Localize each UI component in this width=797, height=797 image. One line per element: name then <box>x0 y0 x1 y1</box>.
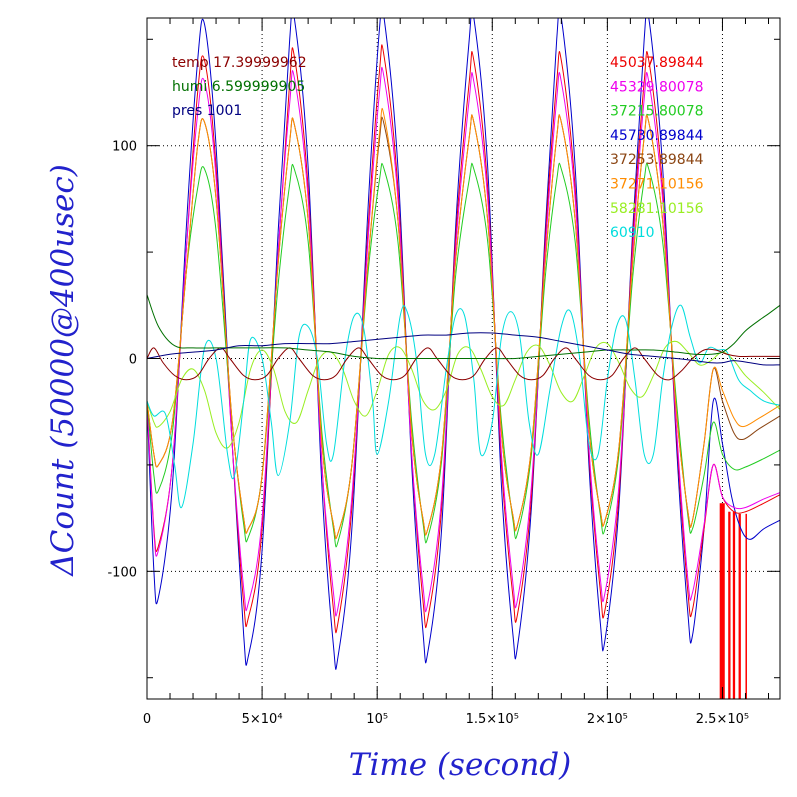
series-line <box>147 304 780 508</box>
legend: temp 17.39999962 humi 6.599999905 pres 100… <box>172 55 704 241</box>
legend-right-entry: 37215.80078 <box>610 104 704 120</box>
x-tick-label: 1.5×10⁵ <box>466 712 519 727</box>
series-line <box>147 18 780 670</box>
tick-labels: 0 5×10⁴ 10⁵ 1.5×10⁵ 2×10⁵ 2.5×10⁵ -100 0 100 <box>107 140 749 727</box>
x-tick-label: 2×10⁵ <box>587 712 628 727</box>
series-line <box>147 347 780 381</box>
red-bar <box>745 513 747 699</box>
series-line <box>147 107 780 540</box>
ticks <box>146 18 780 699</box>
series-line <box>147 294 780 360</box>
legend-left-entry: temp 17.39999962 <box>172 55 307 71</box>
red-bar <box>719 503 725 699</box>
series-line <box>147 162 780 548</box>
y-tick-label: -100 <box>107 565 137 580</box>
legend-right-entry: 37253.89844 <box>610 152 704 168</box>
legend-right-entry: 37271.10156 <box>610 177 704 193</box>
legend-left-entry: pres 1001 <box>172 103 242 119</box>
red-bar <box>728 511 731 699</box>
red-bar <box>738 513 741 699</box>
x-tick-label: 0 <box>143 712 151 727</box>
legend-right-entry: 58281.10156 <box>610 201 704 217</box>
series-line <box>147 340 780 449</box>
legend-left-entry: humi 6.599999905 <box>172 79 305 95</box>
series <box>147 18 780 670</box>
y-tick-label: 100 <box>112 140 137 155</box>
x-axis-title: Time (second) <box>349 747 571 783</box>
y-tick-label: 0 <box>129 353 137 368</box>
bars <box>719 503 747 699</box>
x-tick-label: 2.5×10⁵ <box>696 712 749 727</box>
x-tick-label: 10⁵ <box>366 712 388 727</box>
legend-right-entry: 45037.89844 <box>610 55 704 71</box>
x-tick-label: 5×10⁴ <box>242 712 283 727</box>
red-bar <box>732 511 736 699</box>
y-axis-title: ΔCount (50000@400usec) <box>45 164 81 577</box>
series-line <box>147 332 780 366</box>
legend-right-entry: 45730.89844 <box>610 128 704 144</box>
legend-right-entry: 45329.80078 <box>610 79 704 95</box>
legend-right-entry: 60910 <box>610 225 655 241</box>
